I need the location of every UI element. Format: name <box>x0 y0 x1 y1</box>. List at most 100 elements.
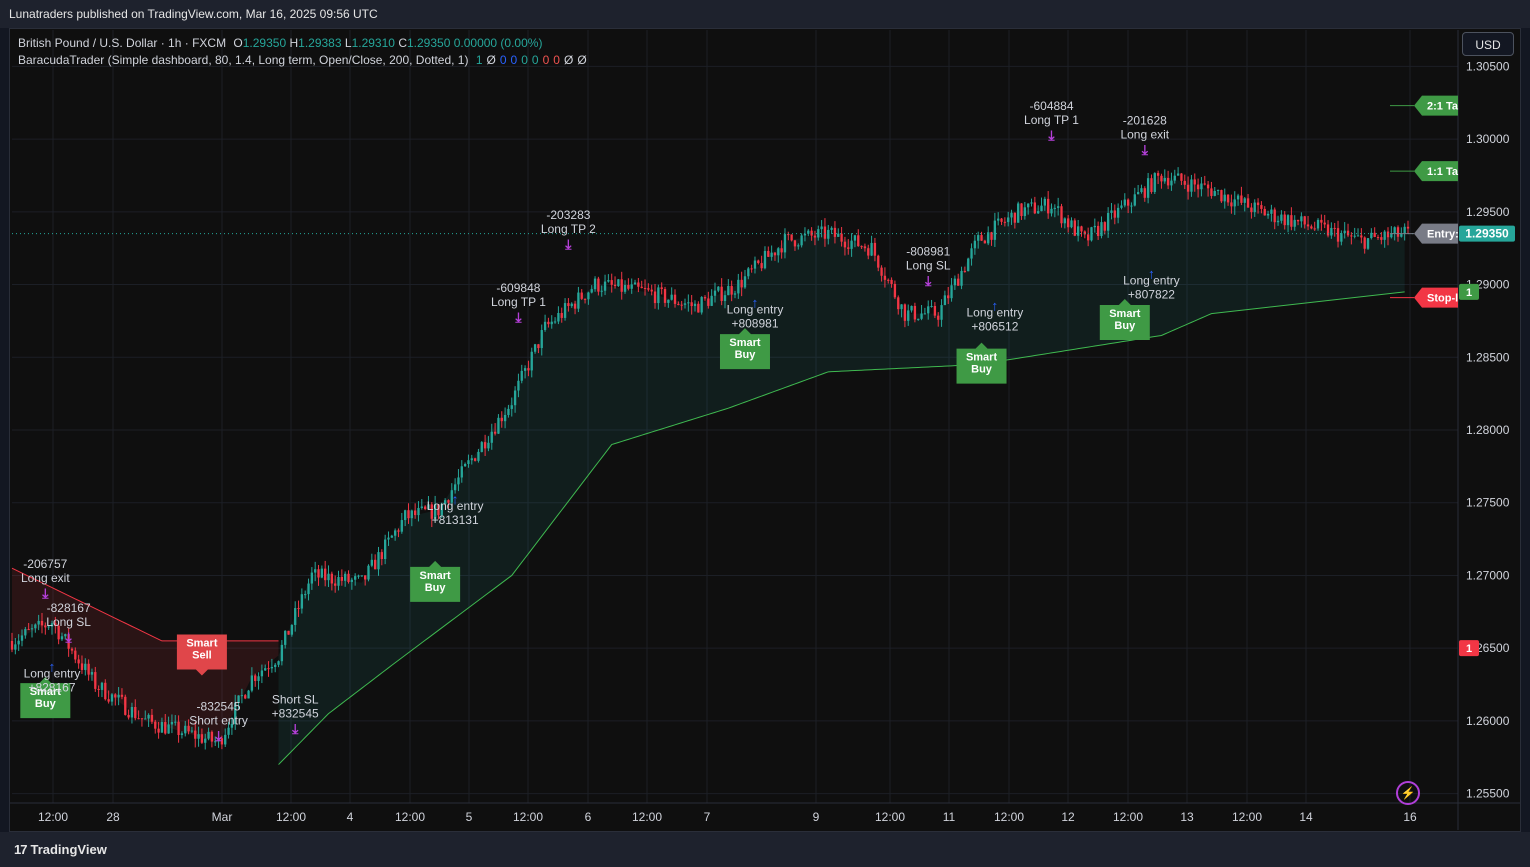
candle-body <box>1280 214 1283 221</box>
time-tick-label: 13 <box>1180 810 1194 824</box>
publisher-bar: Lunatraders published on TradingView.com… <box>0 0 1530 28</box>
candle-body <box>960 270 963 286</box>
trade-annotation: -609848 <box>496 281 540 295</box>
indicator-value: Ø <box>563 53 574 67</box>
signal-label: Smart <box>1109 308 1141 320</box>
candle-body <box>70 648 74 651</box>
price-tick-label: 1.28000 <box>1466 423 1510 437</box>
trade-annotation: -201628 <box>1123 114 1167 128</box>
candle-body <box>407 510 410 519</box>
candle-body <box>1290 215 1293 227</box>
candle-body <box>1043 198 1047 206</box>
long-entry-arrow-icon: ↑ <box>751 295 758 311</box>
candle-body <box>1240 195 1243 203</box>
candle-body <box>610 280 613 285</box>
candle-body <box>1070 220 1073 228</box>
candle-body <box>1000 218 1003 222</box>
candle-body <box>50 623 54 627</box>
candle-body <box>783 234 787 253</box>
candle-body <box>1213 190 1216 196</box>
candle-body <box>304 594 307 596</box>
candle-body <box>1010 212 1013 218</box>
candle-body <box>284 630 287 645</box>
candle-body <box>1250 207 1253 213</box>
time-tick-label: 12:00 <box>395 810 425 824</box>
candle-body <box>627 285 630 289</box>
lightning-icon[interactable]: ⚡ <box>1396 781 1420 805</box>
candle-body <box>127 714 130 718</box>
trade-annotation: -203283 <box>546 208 590 222</box>
candle-body <box>620 279 623 292</box>
candle-body <box>1236 195 1240 200</box>
candle-body <box>390 535 393 538</box>
candle-body <box>1203 183 1206 185</box>
candle-body <box>933 305 937 316</box>
candle-body <box>640 286 643 288</box>
candle-body <box>983 240 987 244</box>
candle-body <box>1076 226 1080 236</box>
candle-body <box>1210 188 1213 196</box>
candle-body <box>270 666 274 669</box>
candle-body <box>440 503 443 516</box>
open-label: O <box>233 36 243 50</box>
indicator-line[interactable]: BaracudaTrader (Simple dashboard, 80, 1.… <box>18 52 587 69</box>
candle-body <box>1233 199 1236 207</box>
candle-body <box>174 721 177 723</box>
candle-body <box>1323 222 1326 225</box>
trade-annotation: Long exit <box>1120 128 1169 142</box>
indicator-value: 0 <box>499 53 507 67</box>
candle-body <box>1140 188 1143 193</box>
candle-body <box>697 303 700 313</box>
candle-body <box>637 282 640 287</box>
candle-body <box>837 233 840 237</box>
candle-body <box>1060 206 1063 224</box>
exit-marker-icon: ⤓ <box>65 629 73 645</box>
trade-annotation: Long SL <box>46 615 91 629</box>
exit-marker-icon: ⤓ <box>214 728 222 744</box>
tradingview-logo[interactable]: 17 TradingView <box>14 842 107 857</box>
chart-legend: British Pound / U.S. Dollar · 1h · FXCM … <box>18 35 587 69</box>
candle-body <box>750 268 753 270</box>
candle-body <box>1353 235 1356 237</box>
candle-body <box>993 220 997 240</box>
candle-body <box>1180 173 1183 181</box>
candle-body <box>690 302 693 307</box>
candle-body <box>683 303 687 305</box>
candle-body <box>540 330 543 349</box>
candle-body <box>1320 219 1323 223</box>
candle-body <box>207 731 210 739</box>
trade-annotation: Long entry <box>24 666 81 680</box>
candle-body <box>1300 216 1303 222</box>
candle-body <box>870 242 873 256</box>
trade-annotation: -808981 <box>906 244 950 258</box>
candle-body <box>810 230 813 236</box>
candle-body <box>920 313 923 319</box>
level-tag <box>1414 161 1458 182</box>
candle-body <box>337 576 340 586</box>
candle-body <box>1266 213 1270 216</box>
candle-body <box>350 579 354 582</box>
signal-label: Buy <box>35 698 57 710</box>
signal-label: Buy <box>735 349 757 361</box>
candle-body <box>700 297 703 313</box>
candle-body <box>74 650 77 660</box>
symbol-line[interactable]: British Pound / U.S. Dollar · 1h · FXCM … <box>18 35 587 52</box>
candle-body <box>1003 221 1007 223</box>
currency-button[interactable]: USD <box>1462 32 1514 56</box>
signal-label: Smart <box>966 352 998 364</box>
candle-body <box>437 504 440 516</box>
candle-body <box>527 368 530 371</box>
candle-body <box>963 270 967 272</box>
candle-body <box>603 281 607 291</box>
candle-body <box>657 287 660 304</box>
candle-body <box>490 431 493 443</box>
level-tag-label: Entry: <box>1427 229 1459 241</box>
candle-body <box>1216 190 1220 192</box>
